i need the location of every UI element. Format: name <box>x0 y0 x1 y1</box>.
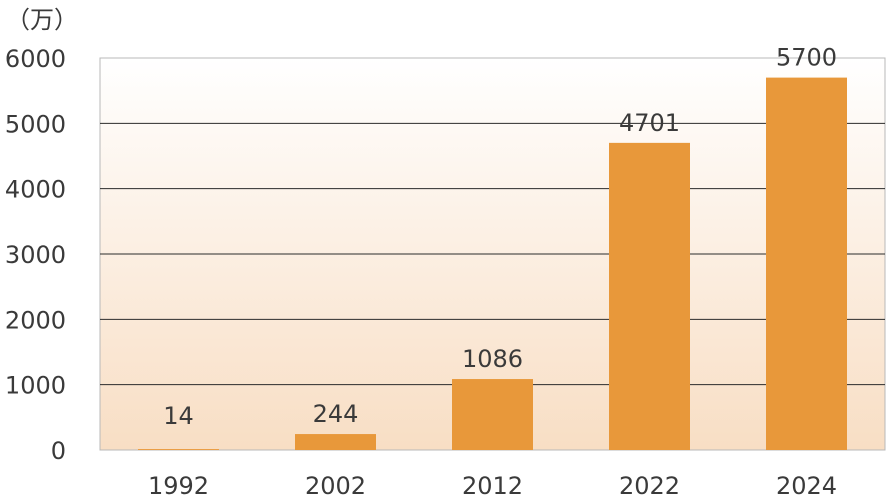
y-axis-unit-label: （万） <box>6 6 78 34</box>
bar-2002 <box>295 434 376 450</box>
x-axis-ticks: 1992 2002 2012 2022 2024 <box>148 472 837 500</box>
x-tick-label-1992: 1992 <box>148 472 209 500</box>
y-tick-label: 6000 <box>5 45 66 73</box>
y-tick-label: 2000 <box>5 306 66 334</box>
data-labels: 14 244 1086 4701 5700 <box>163 44 837 430</box>
y-axis-ticks: 0 1000 2000 3000 4000 5000 6000 <box>5 45 66 465</box>
bar-1992 <box>138 449 219 450</box>
y-tick-label: 1000 <box>5 372 66 400</box>
y-tick-label: 5000 <box>5 110 66 138</box>
x-tick-label-2012: 2012 <box>462 472 523 500</box>
y-tick-label: 3000 <box>5 241 66 269</box>
bar-2024 <box>766 77 847 450</box>
y-tick-label: 0 <box>51 437 66 465</box>
x-tick-label-2022: 2022 <box>619 472 680 500</box>
data-label-2012: 1086 <box>462 345 523 373</box>
y-tick-label: 4000 <box>5 176 66 204</box>
data-label-2024: 5700 <box>776 44 837 72</box>
data-label-2002: 244 <box>313 400 359 428</box>
bars <box>138 77 847 451</box>
bar-2012 <box>452 379 533 450</box>
bar-2022 <box>609 142 690 451</box>
data-label-2022: 4701 <box>619 109 680 137</box>
x-tick-label-2002: 2002 <box>305 472 366 500</box>
x-tick-label-2024: 2024 <box>776 472 837 500</box>
data-label-1992: 14 <box>163 402 194 430</box>
gridlines <box>100 122 885 386</box>
